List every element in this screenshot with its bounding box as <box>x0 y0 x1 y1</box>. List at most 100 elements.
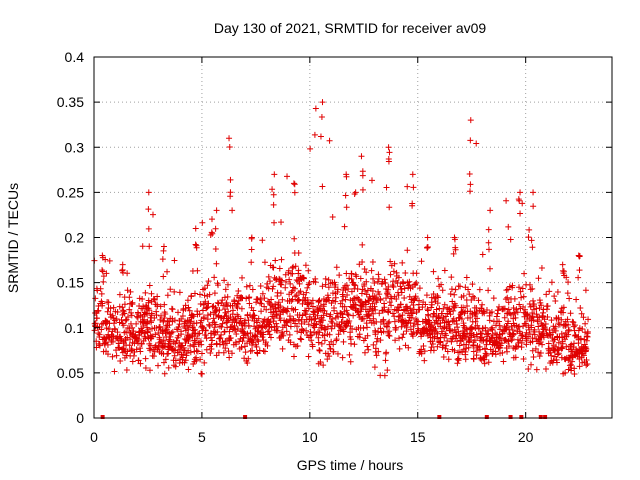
data-point <box>360 315 367 322</box>
data-point <box>255 338 262 345</box>
data-point <box>316 297 323 304</box>
data-point <box>438 281 445 288</box>
data-point <box>584 328 591 335</box>
data-point <box>418 350 425 357</box>
data-point <box>291 235 298 242</box>
data-point <box>540 313 547 320</box>
data-point <box>554 351 561 358</box>
data-point <box>274 327 281 334</box>
data-point <box>505 299 512 306</box>
data-point <box>153 324 160 331</box>
data-point <box>311 316 318 323</box>
data-point <box>396 345 403 352</box>
data-point <box>475 297 482 304</box>
data-point <box>233 341 240 348</box>
data-point <box>364 287 371 294</box>
data-point <box>512 314 519 321</box>
data-point <box>261 295 268 302</box>
data-point <box>560 304 567 311</box>
data-point <box>410 323 417 330</box>
data-point <box>227 334 234 341</box>
data-point <box>160 337 167 344</box>
data-point <box>294 342 301 349</box>
data-point <box>466 338 473 345</box>
data-point <box>401 294 408 301</box>
data-point <box>205 278 212 285</box>
data-point <box>322 281 329 288</box>
data-point <box>219 338 226 345</box>
data-point <box>148 310 155 317</box>
data-point <box>444 348 451 355</box>
data-point <box>416 306 423 313</box>
data-point <box>519 285 526 292</box>
data-point <box>379 307 386 314</box>
data-point <box>383 184 390 191</box>
data-point <box>393 325 400 332</box>
data-point <box>481 346 488 353</box>
data-point <box>429 338 436 345</box>
data-point <box>371 364 378 371</box>
data-point <box>353 273 360 280</box>
data-point <box>373 338 380 345</box>
data-point <box>486 338 493 345</box>
data-point <box>312 105 319 112</box>
data-point <box>222 286 229 293</box>
data-point <box>258 308 265 315</box>
data-point <box>321 337 328 344</box>
data-point <box>575 274 582 281</box>
data-point <box>537 338 544 345</box>
data-point <box>212 245 219 252</box>
data-point <box>304 284 311 291</box>
y-tick-label: 0.35 <box>57 94 84 110</box>
data-point <box>255 315 262 322</box>
data-point <box>345 285 352 292</box>
data-point <box>386 332 393 339</box>
data-point <box>372 306 379 313</box>
data-point <box>523 329 530 336</box>
data-point <box>543 291 550 298</box>
data-point <box>332 294 339 301</box>
data-point <box>495 307 502 314</box>
data-point <box>535 275 542 282</box>
data-point <box>381 372 388 379</box>
data-point <box>323 310 330 317</box>
data-point <box>187 349 194 356</box>
data-point <box>139 296 146 303</box>
data-point <box>121 310 128 317</box>
data-point <box>167 333 174 340</box>
data-point <box>424 245 431 252</box>
data-point <box>343 307 350 314</box>
data-point <box>374 335 381 342</box>
data-point <box>552 327 559 334</box>
data-point <box>317 359 324 366</box>
data-point <box>209 337 216 344</box>
data-point <box>178 316 185 323</box>
y-tick-label: 0.3 <box>65 139 85 155</box>
data-points <box>91 99 592 419</box>
data-point <box>160 359 167 366</box>
data-point <box>369 287 376 294</box>
data-point <box>386 149 393 156</box>
data-point <box>439 310 446 317</box>
data-point <box>231 297 238 304</box>
data-point <box>264 342 271 349</box>
data-point <box>190 327 197 334</box>
data-point <box>289 296 296 303</box>
data-point <box>496 331 503 338</box>
data-point <box>203 305 210 312</box>
data-point <box>466 170 473 177</box>
data-point <box>146 367 153 374</box>
data-point <box>485 246 492 253</box>
data-point <box>213 260 220 267</box>
data-point <box>540 334 547 341</box>
data-point <box>481 310 488 317</box>
data-point <box>185 326 192 333</box>
data-point <box>201 285 208 292</box>
data-point <box>290 353 297 360</box>
data-point <box>516 284 523 291</box>
data-point <box>197 291 204 298</box>
data-point <box>443 332 450 339</box>
data-point <box>471 337 478 344</box>
data-point <box>261 259 268 266</box>
